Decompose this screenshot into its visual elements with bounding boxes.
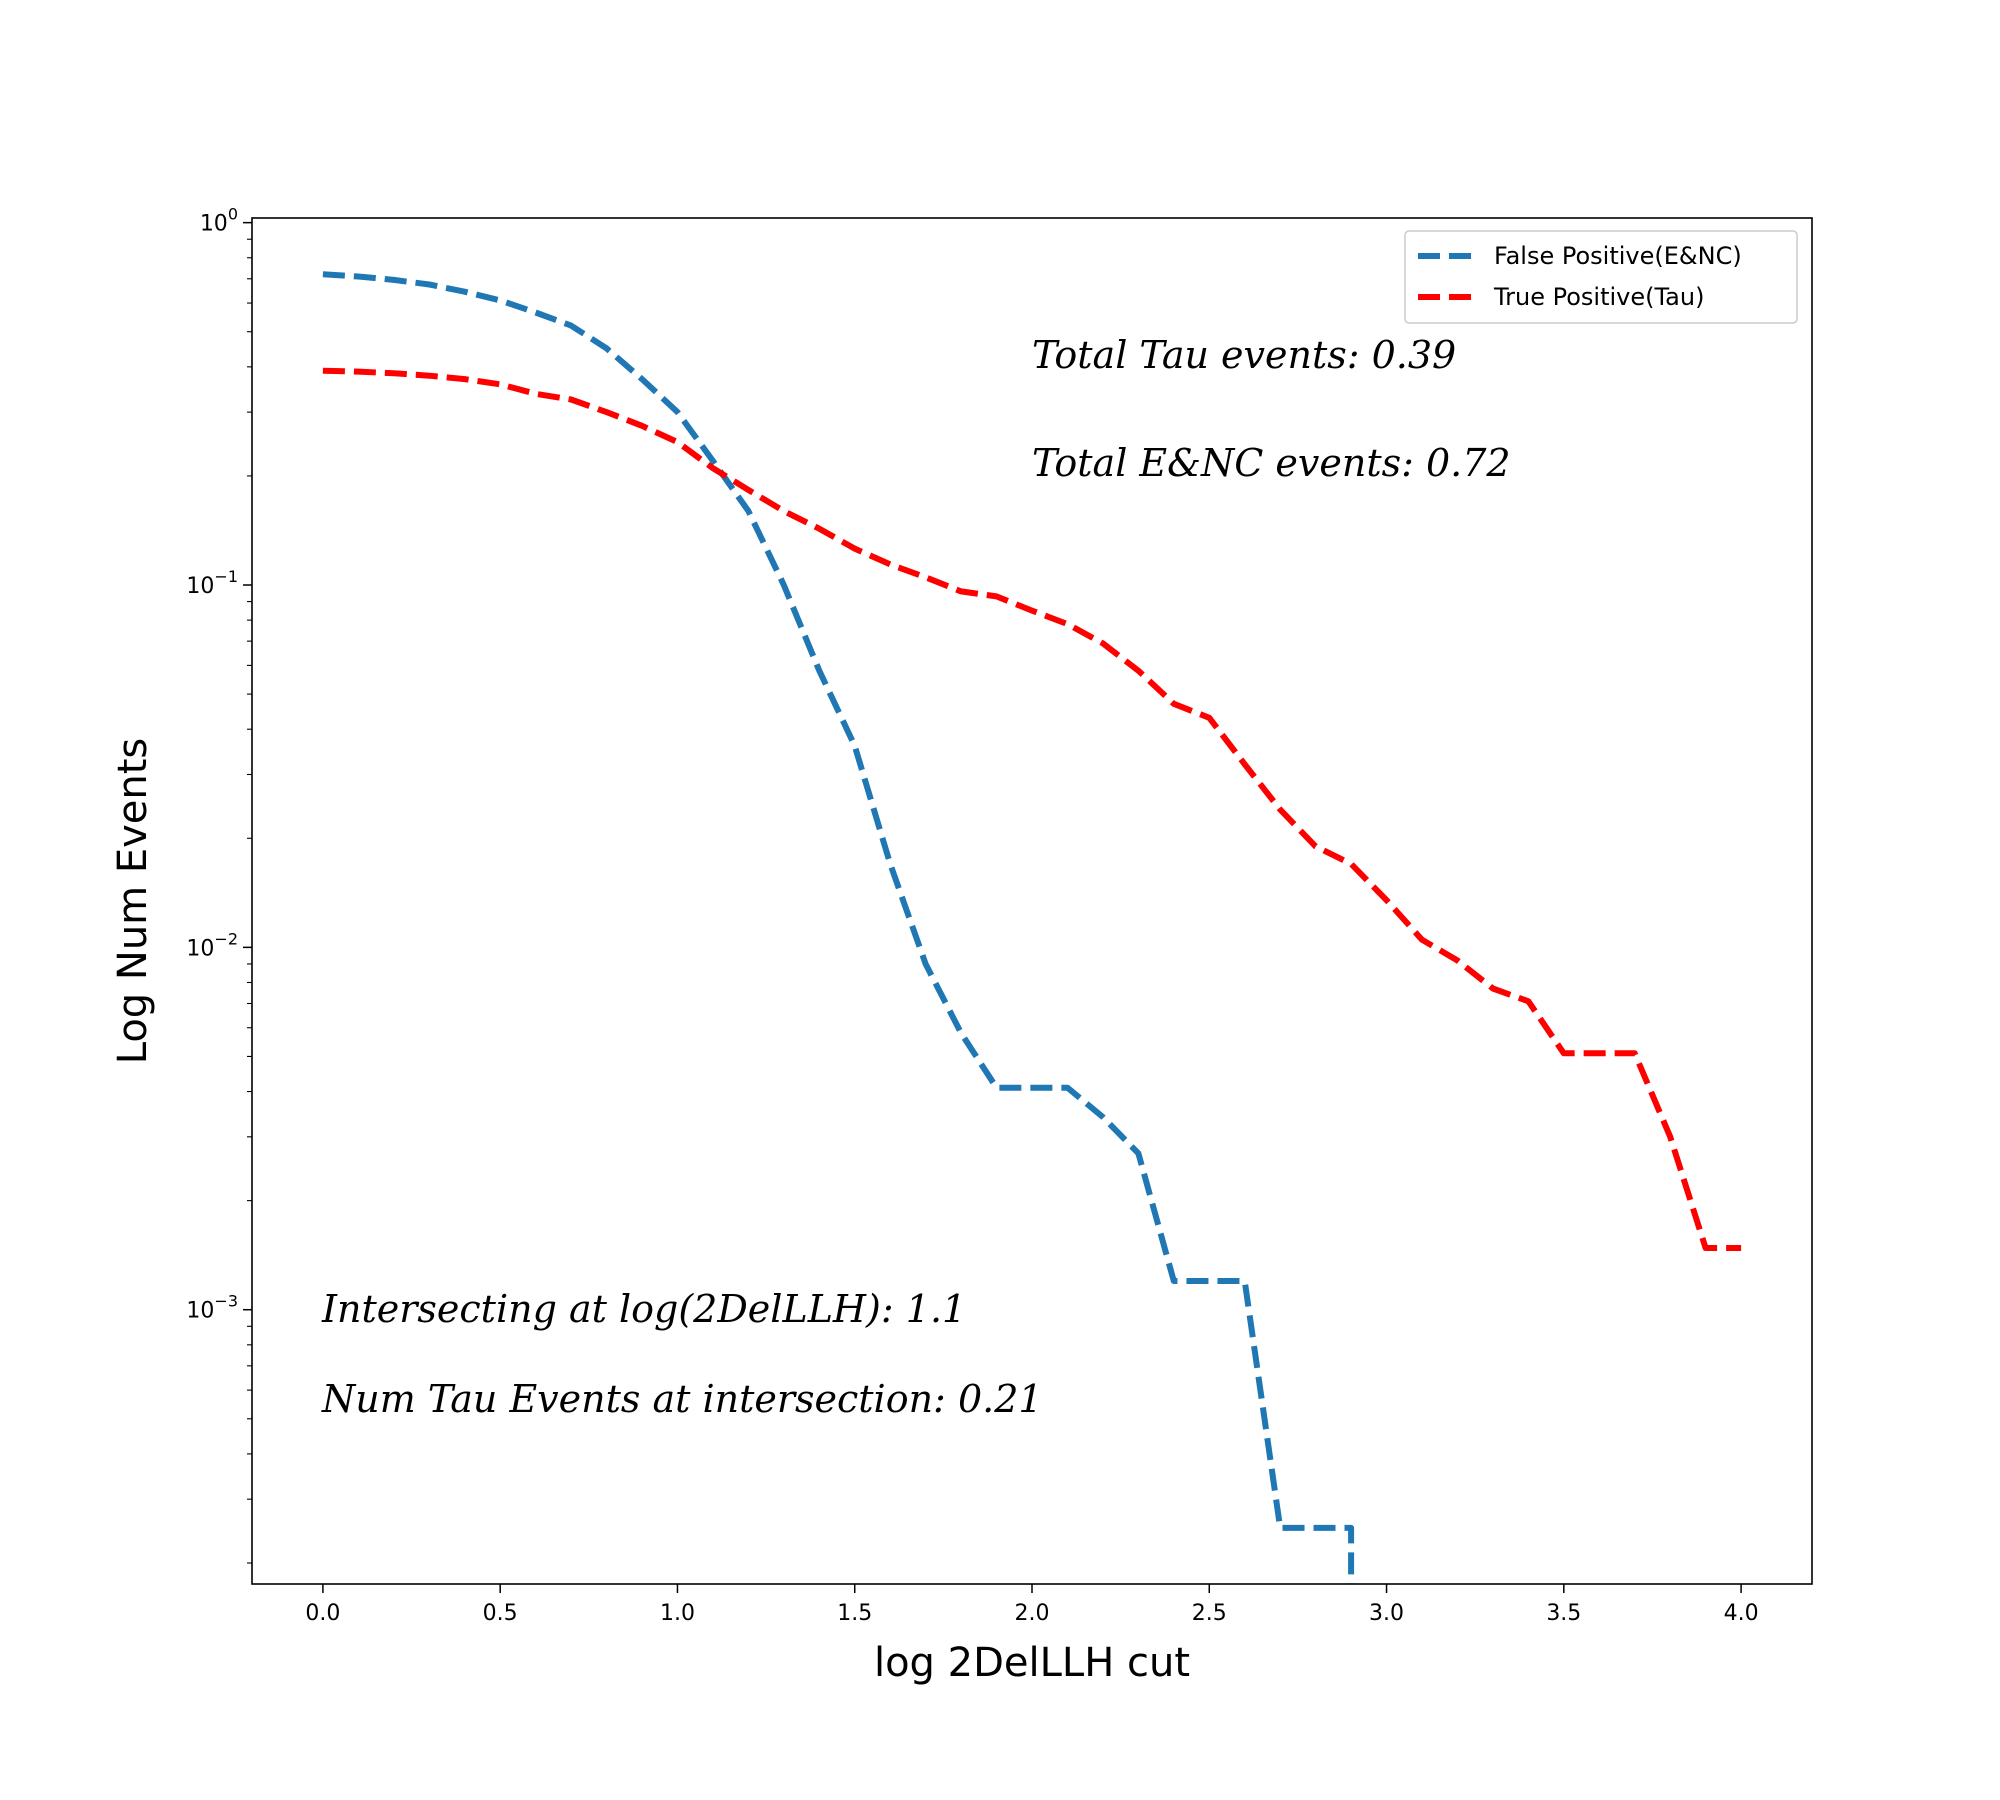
y-tick-label: 10−3 <box>186 1292 238 1324</box>
annotation-num-tau: Num Tau Events at intersection: 0.21 <box>321 1377 1043 1421</box>
y-tick-label: 10−1 <box>186 567 238 599</box>
series-layer <box>322 271 1742 1584</box>
legend-box <box>1404 230 1798 324</box>
x-tick-label: 3.0 <box>1369 1601 1404 1626</box>
x-tick-label: 3.5 <box>1546 1601 1581 1626</box>
x-tick-label: 0.5 <box>483 1601 518 1626</box>
series-line-1 <box>322 367 1742 1251</box>
y-tick-label: 100 <box>200 205 238 237</box>
x-tick-label: 0.0 <box>305 1601 340 1626</box>
x-tick-label: 2.5 <box>1192 1601 1227 1626</box>
annotation-total-enc: Total E&NC events: 0.72 <box>1032 441 1511 485</box>
y-axis-ticks: 100 10−1 10−2 10−3 <box>186 205 252 1564</box>
legend-label-true-positive: True Positive(Tau) <box>1493 283 1704 311</box>
legend: False Positive(E&NC) True Positive(Tau) <box>1404 230 1798 324</box>
annotation-total-tau: Total Tau events: 0.39 <box>1032 333 1456 377</box>
y-axis-title: Log Num Events <box>110 738 156 1065</box>
x-tick-label: 2.0 <box>1015 1601 1050 1626</box>
y-tick-label: 10−2 <box>186 929 238 961</box>
x-tick-label: 1.0 <box>660 1601 695 1626</box>
annotation-intersection: Intersecting at log(2DelLLH): 1.1 <box>321 1287 966 1331</box>
x-tick-label: 1.5 <box>837 1601 872 1626</box>
x-axis-title: log 2DelLLH cut <box>874 1640 1190 1686</box>
legend-label-false-positive: False Positive(E&NC) <box>1494 242 1742 270</box>
x-axis-ticks: 0.0 0.5 1.0 1.5 2.0 2.5 3.0 3.5 4.0 <box>305 1584 1759 1626</box>
x-tick-label: 4.0 <box>1724 1601 1759 1626</box>
